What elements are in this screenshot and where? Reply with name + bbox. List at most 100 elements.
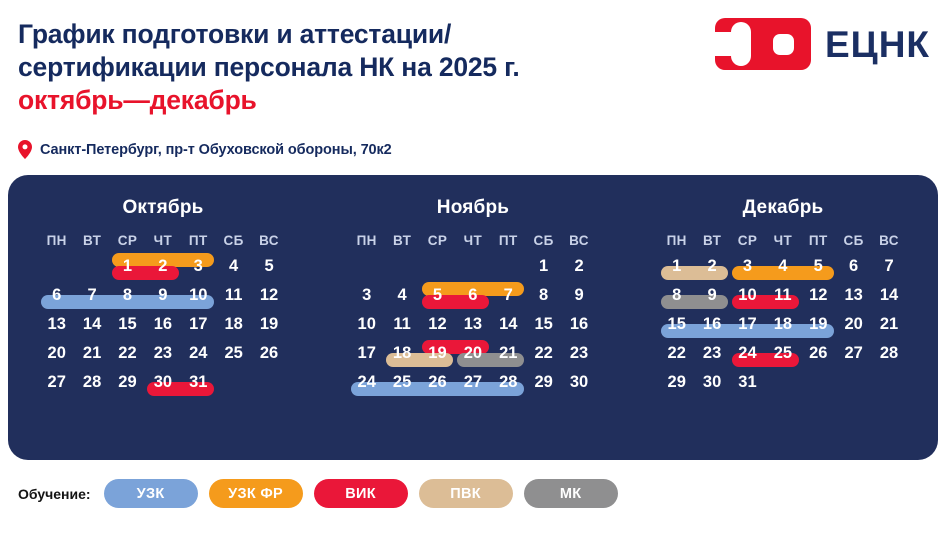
day-cell[interactable]: 22 [667,344,686,362]
day-cell[interactable]: 16 [153,315,173,333]
day-cell[interactable]: 27 [463,373,483,391]
day-cell[interactable]: 26 [428,373,447,391]
course-pill-vik[interactable] [421,340,489,354]
day-cell[interactable]: 2 [707,257,717,275]
day-cell[interactable]: 11 [393,315,411,333]
day-cell[interactable]: 29 [667,373,686,391]
day-cell[interactable]: 5 [432,286,443,304]
course-pill-vik[interactable] [731,353,799,367]
day-cell[interactable]: 6 [52,286,62,304]
day-cell[interactable]: 25 [773,344,793,362]
day-cell[interactable]: 4 [397,286,407,304]
day-cell[interactable]: 2 [574,257,584,275]
day-cell[interactable]: 18 [392,344,412,362]
day-cell[interactable]: 28 [499,373,518,391]
day-cell[interactable]: 20 [47,344,66,362]
day-cell[interactable]: 10 [189,286,208,304]
day-cell[interactable]: 13 [47,315,66,333]
day-cell[interactable]: 31 [738,373,757,391]
day-cell[interactable]: 14 [499,315,518,333]
day-cell[interactable]: 27 [47,373,66,391]
day-cell[interactable]: 8 [539,286,549,304]
course-pill-uzk_fr[interactable] [731,266,834,280]
course-pill-vik[interactable] [147,382,214,396]
day-cell[interactable]: 15 [667,315,686,333]
day-cell[interactable]: 27 [844,344,863,362]
day-cell[interactable]: 30 [153,373,173,391]
day-cell[interactable]: 10 [357,315,376,333]
day-cell[interactable]: 5 [264,257,274,275]
day-cell[interactable]: 4 [778,257,788,275]
day-cell[interactable]: 31 [189,373,208,391]
day-cell[interactable]: 3 [193,257,203,275]
day-cell[interactable]: 6 [849,257,859,275]
day-cell[interactable]: 21 [499,344,518,362]
day-cell[interactable]: 15 [534,315,553,333]
course-pill-uzk[interactable] [661,324,834,338]
day-cell[interactable]: 2 [158,257,168,275]
course-pill-vik[interactable] [111,266,179,280]
day-cell[interactable]: 3 [362,286,372,304]
course-pill-uzk_fr[interactable] [421,282,524,296]
day-cell[interactable]: 28 [82,373,102,391]
day-cell[interactable]: 21 [879,315,899,333]
day-cell[interactable]: 8 [672,286,682,304]
day-cell[interactable]: 26 [809,344,828,362]
day-cell[interactable]: 15 [118,315,137,333]
day-cell[interactable]: 9 [574,286,584,304]
day-cell[interactable]: 19 [809,315,828,333]
day-cell[interactable]: 10 [738,286,757,304]
day-cell[interactable]: 12 [809,286,828,304]
day-cell[interactable]: 4 [229,257,239,275]
day-cell[interactable]: 24 [738,344,757,362]
course-pill-mk[interactable] [457,353,524,367]
day-cell[interactable]: 29 [118,373,137,391]
day-cell[interactable]: 30 [569,373,589,391]
day-cell[interactable]: 1 [122,257,133,275]
course-pill-vik[interactable] [731,295,799,309]
day-cell[interactable]: 25 [224,344,243,362]
course-pill-uzk[interactable] [41,295,214,309]
day-cell[interactable]: 26 [259,344,279,362]
day-cell[interactable]: 14 [879,286,899,304]
day-cell[interactable]: 22 [534,344,553,362]
legend-chip-vik[interactable]: ВИК [313,479,408,508]
legend-chip-mk[interactable]: МК [523,479,618,508]
course-pill-pvk[interactable] [386,353,454,367]
day-cell[interactable]: 18 [773,315,793,333]
day-cell[interactable]: 18 [224,315,243,333]
day-cell[interactable]: 8 [122,286,133,304]
course-pill-pvk[interactable] [661,266,728,280]
day-cell[interactable]: 24 [357,373,376,391]
day-cell[interactable]: 29 [534,373,553,391]
day-cell[interactable]: 24 [189,344,208,362]
day-cell[interactable]: 17 [357,344,376,362]
day-cell[interactable]: 23 [569,344,589,362]
day-cell[interactable]: 22 [118,344,137,362]
day-cell[interactable]: 1 [539,257,549,275]
day-cell[interactable]: 7 [884,257,894,275]
day-cell[interactable]: 5 [813,257,823,275]
day-cell[interactable]: 21 [82,344,102,362]
day-cell[interactable]: 7 [87,286,97,304]
course-pill-uzk_fr[interactable] [111,253,214,267]
day-cell[interactable]: 11 [774,286,792,304]
day-cell[interactable]: 9 [707,286,717,304]
day-cell[interactable]: 20 [463,344,483,362]
day-cell[interactable]: 13 [844,286,863,304]
day-cell[interactable]: 17 [738,315,757,333]
day-cell[interactable]: 1 [672,257,682,275]
day-cell[interactable]: 6 [468,286,478,304]
course-pill-uzk[interactable] [351,382,524,396]
day-cell[interactable]: 14 [82,315,102,333]
day-cell[interactable]: 16 [702,315,722,333]
course-pill-vik[interactable] [421,295,489,309]
day-cell[interactable]: 23 [702,344,722,362]
day-cell[interactable]: 11 [224,286,243,304]
day-cell[interactable]: 16 [569,315,589,333]
day-cell[interactable]: 25 [392,373,412,391]
legend-chip-pvk[interactable]: ПВК [418,479,513,508]
day-cell[interactable]: 19 [428,344,447,362]
day-cell[interactable]: 17 [189,315,208,333]
day-cell[interactable]: 13 [463,315,483,333]
